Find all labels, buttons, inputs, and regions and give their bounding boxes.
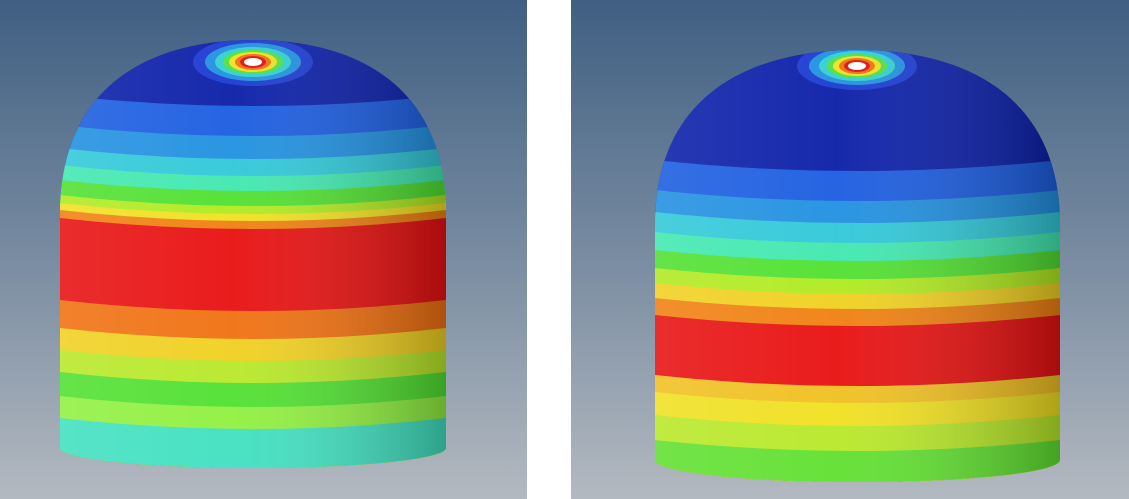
shading: [655, 50, 1060, 483]
shading: [60, 40, 446, 468]
contour-dome: [60, 40, 446, 468]
contour-dome: [655, 50, 1060, 483]
